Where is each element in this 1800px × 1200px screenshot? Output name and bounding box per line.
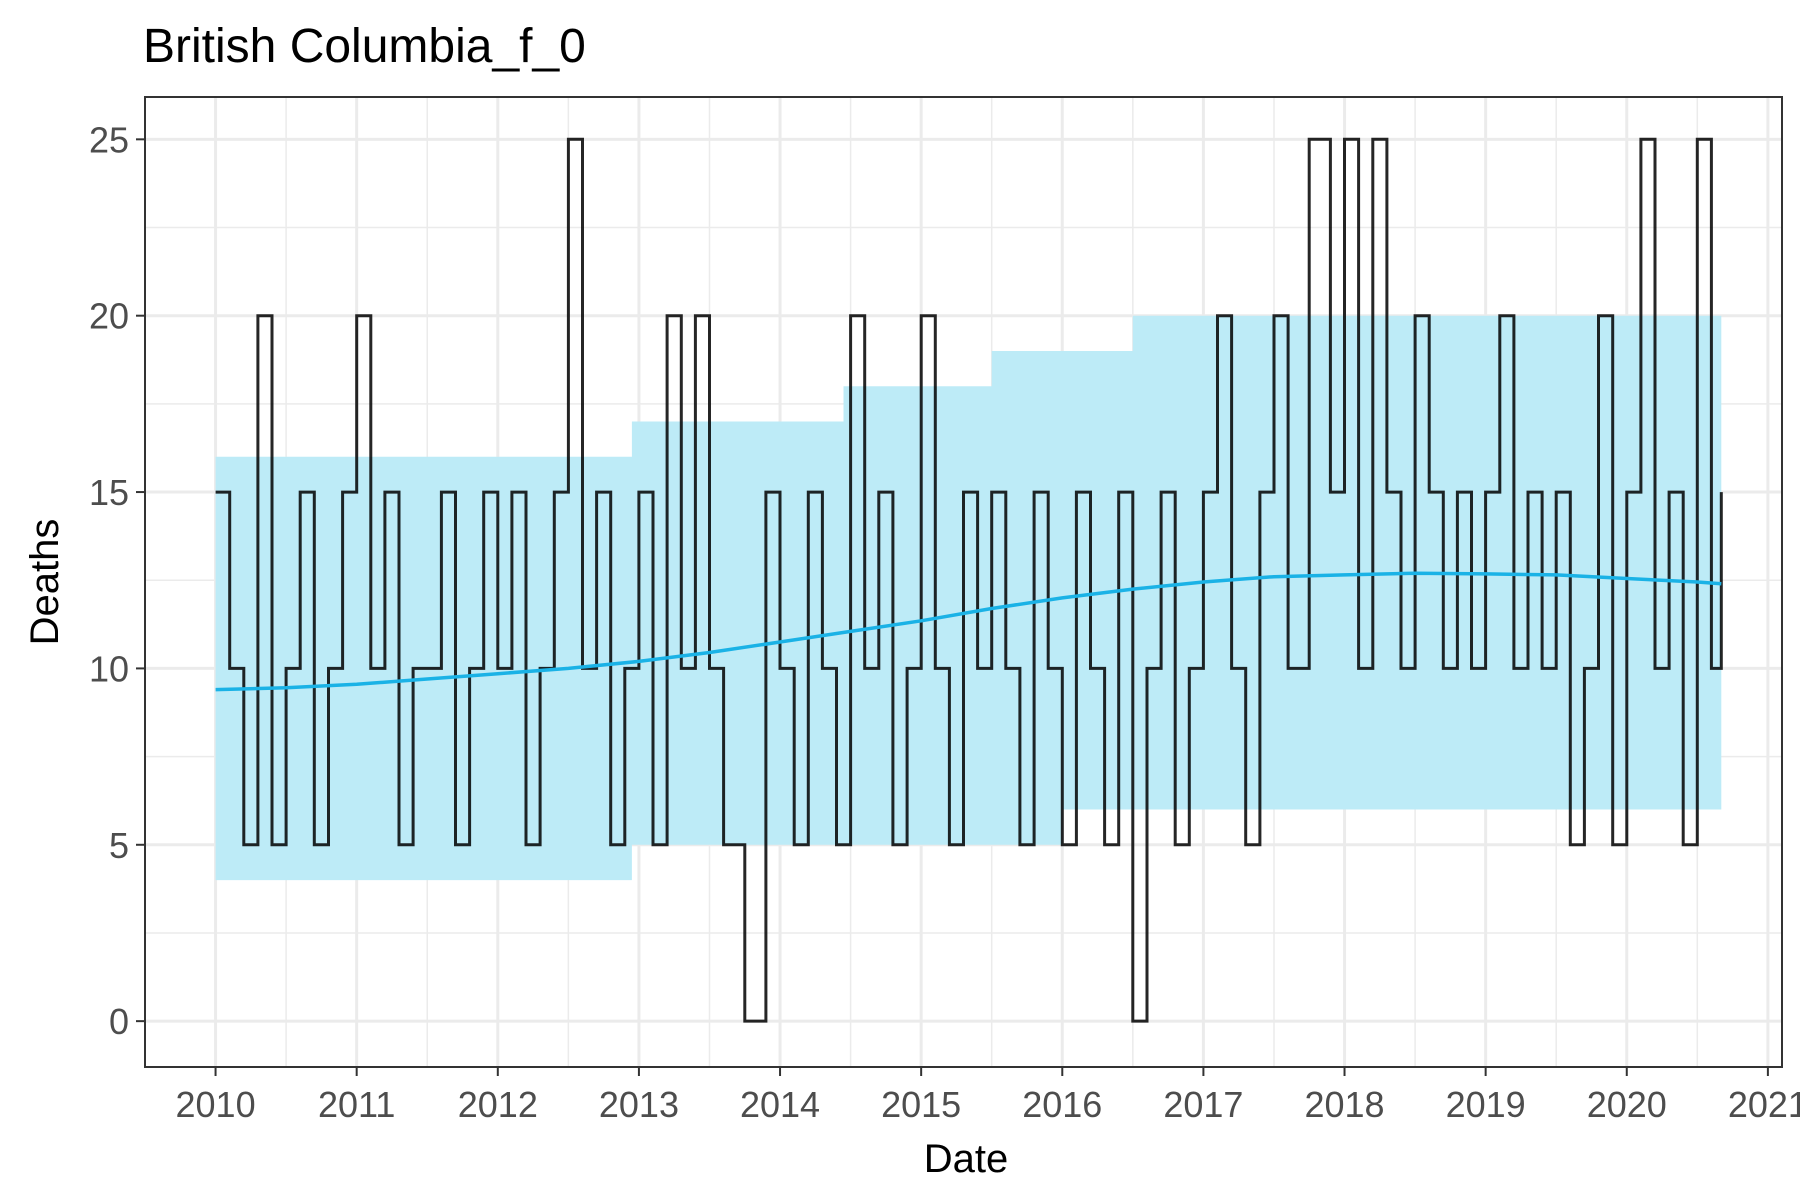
y-tick-label: 20	[89, 296, 129, 337]
y-axis-title: Deaths	[23, 519, 67, 646]
x-tick-label: 2014	[740, 1084, 820, 1125]
x-tick-label: 2021	[1728, 1084, 1800, 1125]
y-tick-label: 10	[89, 648, 129, 689]
observed-deaths-line	[215, 137, 1723, 1023]
x-tick-label: 2020	[1587, 1084, 1667, 1125]
x-tick-label: 2017	[1163, 1084, 1243, 1125]
x-tick-label: 2013	[599, 1084, 679, 1125]
trend-line	[215, 571, 1722, 692]
x-tick-label: 2010	[176, 1084, 256, 1125]
y-tick-label: 0	[109, 1001, 129, 1042]
x-tick-label: 2016	[1022, 1084, 1102, 1125]
x-axis-title: Date	[924, 1137, 1009, 1181]
y-tick-label: 15	[89, 472, 129, 513]
y-tick-label: 5	[109, 825, 129, 866]
chart-title: British Columbia_f_0	[143, 20, 586, 73]
x-tick-label: 2019	[1446, 1084, 1526, 1125]
y-tick-label: 25	[89, 119, 129, 160]
plot-area: 2010 2011 2012 2013 2014 2015 2016 2017 2018 2019…	[89, 96, 1800, 1125]
x-tick-label: 2012	[458, 1084, 538, 1125]
x-tick-label: 2011	[318, 1084, 395, 1125]
plot-border	[144, 96, 1783, 1068]
x-tick-label: 2015	[881, 1084, 961, 1125]
x-tick-label: 2018	[1304, 1084, 1384, 1125]
